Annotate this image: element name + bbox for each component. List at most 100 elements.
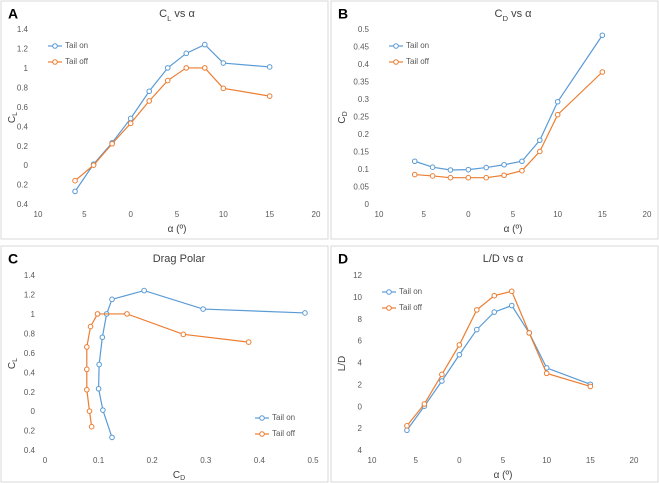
y-axis-label: CL <box>7 112 20 123</box>
legend-label: Tail on <box>406 41 429 50</box>
legend-marker <box>393 59 399 65</box>
data-point <box>72 177 78 184</box>
series-line <box>414 34 603 171</box>
chart-title: CL vs α <box>159 8 195 23</box>
panel-frame <box>330 245 659 483</box>
y-tick-label: 2 <box>358 424 363 433</box>
panel-letter: D <box>338 251 348 267</box>
data-point <box>200 306 206 312</box>
data-point <box>439 371 445 378</box>
y-tick-label: 0.2 <box>17 181 29 190</box>
y-axis-label: CD <box>337 111 350 123</box>
data-point <box>456 351 463 358</box>
data-point <box>429 164 436 170</box>
text-part: α (º) <box>504 224 523 235</box>
data-point <box>302 310 308 316</box>
legend-marker <box>52 43 58 49</box>
y-tick-label: 1.4 <box>24 271 36 280</box>
text-part: L <box>167 14 172 23</box>
text-part: C <box>495 8 503 20</box>
text-part: Drag Polar <box>153 253 206 265</box>
data-point <box>456 342 463 348</box>
x-tick-label: 0.5 <box>307 456 319 465</box>
data-point <box>84 386 90 393</box>
data-point <box>84 344 90 350</box>
data-point <box>508 288 515 295</box>
data-point <box>526 330 533 336</box>
y-tick-label: 0.05 <box>353 183 369 192</box>
y-tick-label: 0.8 <box>24 329 36 338</box>
data-point <box>164 65 171 71</box>
panel-letter: C <box>8 251 18 267</box>
x-tick-label: 10 <box>34 210 43 219</box>
text-part: vs α <box>171 8 195 20</box>
data-point <box>491 309 498 315</box>
x-tick-label: 0.3 <box>200 456 212 465</box>
panel-frame <box>0 0 329 240</box>
data-point <box>411 171 418 178</box>
data-point <box>72 188 78 195</box>
chart-title: L/D vs α <box>483 253 524 265</box>
data-point <box>180 331 187 338</box>
legend-label: Tail off <box>399 303 423 312</box>
data-point <box>146 98 152 104</box>
y-tick-label: 0 <box>358 402 363 411</box>
legend-label: Tail on <box>272 413 295 422</box>
y-tick-label: 8 <box>358 315 363 324</box>
data-point <box>99 334 106 341</box>
y-tick-label: 1 <box>24 64 29 73</box>
data-point <box>164 77 171 84</box>
data-point <box>245 339 252 345</box>
x-tick-label: 0 <box>128 210 133 219</box>
text-part: L/D <box>337 356 348 372</box>
data-point <box>88 423 95 430</box>
data-point <box>537 148 543 155</box>
legend-marker <box>259 415 265 421</box>
data-point <box>94 311 101 317</box>
y-tick-label: 0.6 <box>17 103 29 112</box>
x-axis-label: α (º) <box>504 224 523 235</box>
data-point <box>411 158 418 165</box>
y-tick-label: 0.2 <box>24 427 36 436</box>
data-point <box>220 60 227 66</box>
y-tick-label: 0.8 <box>17 83 29 92</box>
legend-marker <box>393 43 399 49</box>
panel-frame <box>330 0 659 240</box>
data-point <box>519 167 525 174</box>
text-part: L/D vs α <box>483 253 524 265</box>
y-tick-label: 0 <box>31 407 36 416</box>
x-tick-label: 15 <box>265 210 274 219</box>
data-point <box>465 166 472 173</box>
x-axis-label: α (º) <box>168 224 187 235</box>
text-part: D <box>342 111 349 116</box>
y-tick-label: 10 <box>353 293 362 302</box>
y-tick-label: 0.4 <box>358 60 370 69</box>
y-tick-label: 0.25 <box>353 113 369 122</box>
data-point <box>508 302 515 309</box>
y-tick-label: 0.45 <box>353 43 369 52</box>
text-part: C <box>7 116 18 123</box>
data-point <box>95 385 102 392</box>
x-tick-label: 0 <box>466 210 471 219</box>
series-line <box>86 313 249 427</box>
data-point <box>127 120 134 127</box>
panel-letter: A <box>8 6 18 22</box>
y-tick-label: 0.4 <box>17 200 29 209</box>
legend-label: Tail on <box>399 287 422 296</box>
text-part: C <box>7 362 18 369</box>
x-tick-label: 0 <box>43 456 48 465</box>
y-tick-label: 0.4 <box>24 368 36 377</box>
x-tick-label: 5 <box>413 456 418 465</box>
data-point <box>537 137 543 144</box>
text-part: α (º) <box>494 470 513 481</box>
y-tick-label: 0 <box>365 200 370 209</box>
data-point <box>491 292 498 299</box>
data-point <box>90 162 97 168</box>
y-tick-label: 0.15 <box>353 148 369 157</box>
legend-marker <box>386 305 392 311</box>
data-point <box>429 173 436 179</box>
x-tick-label: 0.1 <box>93 456 105 465</box>
x-tick-label: 10 <box>375 210 384 219</box>
legend-marker <box>386 289 392 295</box>
